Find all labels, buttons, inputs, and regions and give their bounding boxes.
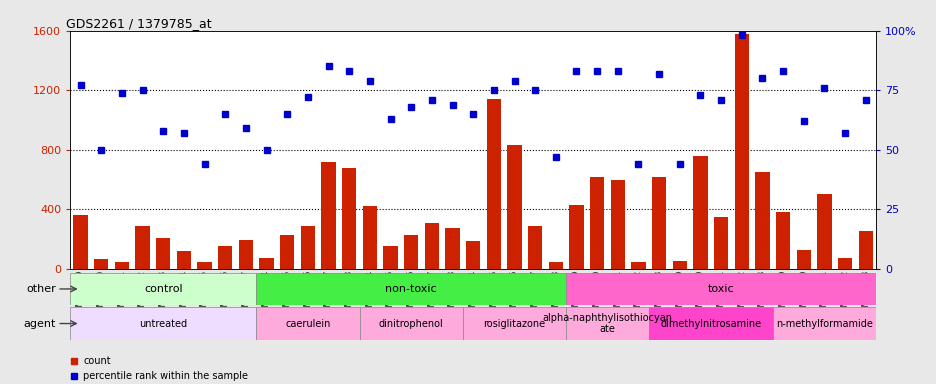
Bar <box>256 273 565 305</box>
Bar <box>114 262 129 269</box>
Bar <box>300 227 314 269</box>
Text: control: control <box>144 284 183 294</box>
Bar <box>672 262 686 269</box>
Bar <box>239 240 253 269</box>
Text: rosiglitazone: rosiglitazone <box>483 318 545 329</box>
Bar <box>197 262 212 269</box>
Text: untreated: untreated <box>139 318 187 329</box>
Bar <box>837 258 852 269</box>
Bar <box>631 262 645 269</box>
Bar <box>772 307 875 340</box>
Bar <box>177 251 191 269</box>
Text: toxic: toxic <box>707 284 734 294</box>
Text: caerulein: caerulein <box>285 318 330 329</box>
Bar <box>256 307 359 340</box>
Text: n-methylformamide: n-methylformamide <box>775 318 872 329</box>
Text: agent: agent <box>23 318 56 329</box>
Bar <box>403 235 418 269</box>
Bar <box>610 180 624 269</box>
Bar <box>648 307 772 340</box>
Bar <box>734 35 748 269</box>
Bar <box>259 258 273 269</box>
Bar <box>321 162 335 269</box>
Text: dimethylnitrosamine: dimethylnitrosamine <box>660 318 761 329</box>
Text: non-toxic: non-toxic <box>385 284 436 294</box>
Bar <box>280 235 294 269</box>
Bar <box>462 307 565 340</box>
Text: count: count <box>83 356 110 366</box>
Bar <box>754 172 768 269</box>
Bar <box>590 177 604 269</box>
Bar <box>857 231 872 269</box>
Text: GDS2261 / 1379785_at: GDS2261 / 1379785_at <box>66 17 212 30</box>
Bar <box>527 226 542 269</box>
Bar <box>342 167 356 269</box>
Bar <box>506 144 521 269</box>
Bar <box>135 226 150 269</box>
Bar <box>383 246 398 269</box>
Bar <box>73 215 88 269</box>
Bar <box>218 246 232 269</box>
Text: percentile rank within the sample: percentile rank within the sample <box>83 371 248 381</box>
Text: other: other <box>26 284 56 294</box>
Bar <box>693 156 707 269</box>
Bar <box>816 194 831 269</box>
Bar <box>445 228 460 269</box>
Bar <box>486 99 501 269</box>
Bar <box>359 307 462 340</box>
Bar <box>156 238 170 269</box>
Bar <box>94 259 109 269</box>
Bar <box>569 205 583 269</box>
Bar <box>565 273 875 305</box>
Bar <box>465 240 480 269</box>
Bar <box>796 250 811 269</box>
Bar <box>565 307 648 340</box>
Bar <box>713 217 727 269</box>
Bar <box>362 206 376 269</box>
Bar <box>70 307 256 340</box>
Text: dinitrophenol: dinitrophenol <box>378 318 443 329</box>
Bar <box>775 212 789 269</box>
Bar <box>70 273 256 305</box>
Bar <box>424 223 439 269</box>
Text: alpha-naphthylisothiocyan
ate: alpha-naphthylisothiocyan ate <box>542 313 672 334</box>
Bar <box>651 177 665 269</box>
Bar <box>548 262 563 269</box>
